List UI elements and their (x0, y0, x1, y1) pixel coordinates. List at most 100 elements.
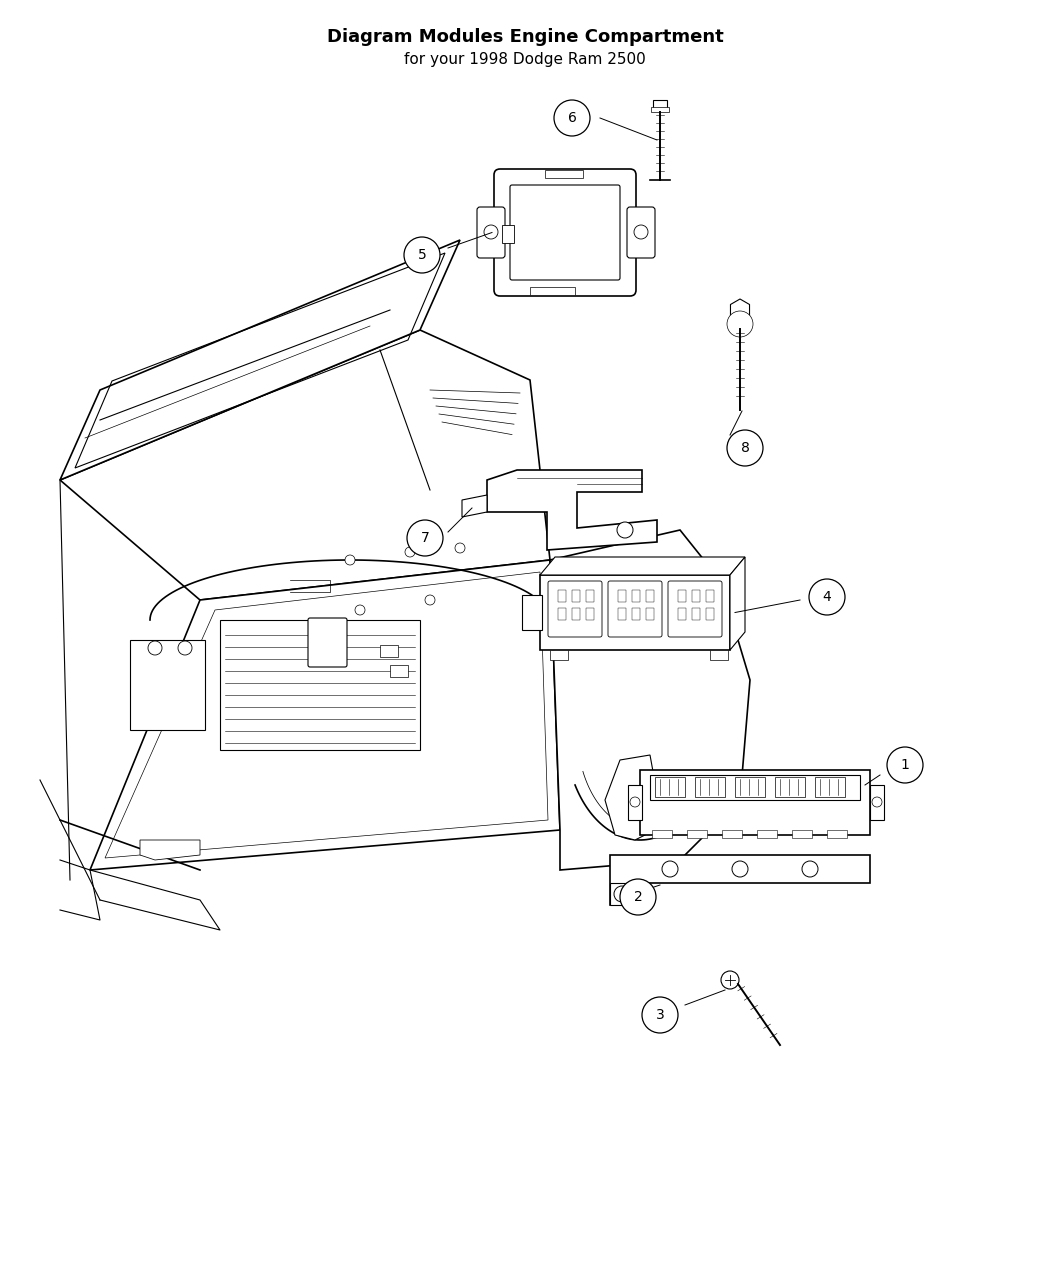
Circle shape (732, 861, 748, 877)
Polygon shape (90, 560, 560, 870)
Text: 6: 6 (568, 111, 576, 125)
Circle shape (404, 237, 440, 273)
Polygon shape (60, 330, 550, 601)
Circle shape (872, 797, 882, 807)
FancyBboxPatch shape (510, 185, 620, 280)
Circle shape (405, 547, 415, 557)
Bar (652, 830, 672, 838)
Bar (558, 590, 566, 602)
Text: for your 1998 Dodge Ram 2500: for your 1998 Dodge Ram 2500 (404, 52, 646, 68)
Bar (632, 590, 640, 602)
Bar (220, 620, 420, 750)
Bar (653, 99, 667, 108)
FancyBboxPatch shape (627, 207, 655, 258)
Polygon shape (730, 557, 746, 650)
Circle shape (345, 555, 355, 565)
Bar (757, 830, 777, 838)
Circle shape (887, 747, 923, 783)
Bar (502, 224, 514, 244)
Polygon shape (540, 557, 746, 575)
Bar (815, 776, 845, 797)
Bar (550, 650, 568, 660)
Polygon shape (550, 530, 750, 870)
Circle shape (642, 997, 678, 1033)
Polygon shape (731, 300, 750, 321)
Bar (735, 776, 765, 797)
FancyBboxPatch shape (308, 618, 346, 667)
Polygon shape (610, 856, 870, 905)
Bar (706, 590, 714, 602)
Circle shape (662, 861, 678, 877)
Bar (558, 608, 566, 620)
Bar (692, 590, 700, 602)
FancyBboxPatch shape (608, 581, 662, 638)
Polygon shape (140, 840, 200, 861)
Bar (380, 645, 398, 657)
Circle shape (407, 520, 443, 556)
Bar (530, 287, 575, 295)
Bar (572, 590, 580, 602)
Text: Diagram Modules Engine Compartment: Diagram Modules Engine Compartment (327, 28, 723, 46)
Bar (792, 830, 812, 838)
Circle shape (630, 797, 640, 807)
Bar (655, 776, 685, 797)
Bar (692, 608, 700, 620)
Bar (687, 830, 707, 838)
Bar (678, 608, 686, 620)
Circle shape (178, 641, 192, 655)
Polygon shape (487, 470, 657, 550)
Text: 1: 1 (901, 759, 909, 771)
Polygon shape (650, 775, 860, 799)
FancyBboxPatch shape (668, 581, 722, 638)
Bar (651, 107, 669, 112)
Circle shape (727, 311, 753, 337)
Bar (870, 785, 884, 820)
FancyBboxPatch shape (494, 170, 636, 296)
Bar (572, 608, 580, 620)
Bar (628, 785, 642, 820)
Text: 7: 7 (421, 530, 429, 544)
Bar (646, 590, 654, 602)
Text: 3: 3 (655, 1009, 665, 1023)
Circle shape (355, 606, 365, 615)
Bar (586, 590, 594, 602)
Text: 4: 4 (822, 590, 832, 604)
Circle shape (620, 878, 656, 915)
Circle shape (617, 521, 633, 538)
FancyBboxPatch shape (548, 581, 602, 638)
Bar (618, 608, 626, 620)
Bar (545, 170, 583, 179)
Circle shape (614, 886, 630, 901)
Bar (706, 608, 714, 620)
Circle shape (554, 99, 590, 136)
Bar (522, 595, 542, 630)
Polygon shape (540, 575, 730, 650)
Polygon shape (605, 755, 660, 840)
Bar (586, 608, 594, 620)
Text: 5: 5 (418, 249, 426, 261)
Polygon shape (462, 495, 487, 516)
Bar (646, 608, 654, 620)
Bar (695, 776, 724, 797)
Bar (130, 640, 205, 731)
Bar (678, 590, 686, 602)
Bar (775, 776, 805, 797)
Text: 8: 8 (740, 441, 750, 455)
Circle shape (634, 224, 648, 238)
Bar (722, 830, 742, 838)
Circle shape (484, 224, 498, 238)
Bar (390, 666, 408, 677)
FancyBboxPatch shape (477, 207, 505, 258)
Bar (618, 590, 626, 602)
Bar (632, 608, 640, 620)
Circle shape (425, 595, 435, 606)
Polygon shape (60, 240, 460, 479)
Bar (610, 884, 645, 905)
Bar (710, 650, 728, 660)
Circle shape (455, 543, 465, 553)
Bar (827, 830, 847, 838)
Circle shape (808, 579, 845, 615)
Circle shape (802, 861, 818, 877)
Circle shape (721, 972, 739, 989)
Circle shape (727, 430, 763, 465)
